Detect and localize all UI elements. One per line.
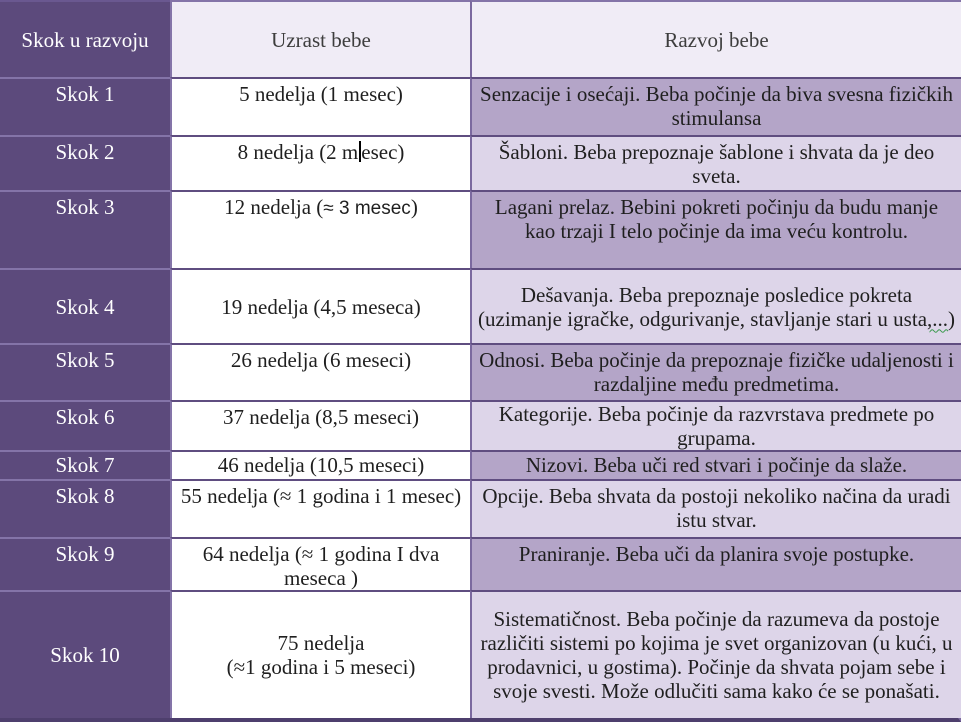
skok-4-age: 19 nedelja (4,5 meseca)	[221, 294, 421, 319]
skok-3-development-cell[interactable]: Lagani prelaz. Bebini pokreti počinju da…	[470, 190, 961, 268]
skok-4-label-cell[interactable]: Skok 4	[0, 268, 170, 343]
skok-1-development: Senzacije i osećaji. Beba počinje da biv…	[480, 82, 953, 130]
skok-3-development: Lagani prelaz. Bebini pokreti počinju da…	[494, 195, 939, 243]
skok-8-age-cell[interactable]: 55 nedelja (≈ 1 godina i 1 mesec)	[170, 479, 470, 537]
skok-2-label: Skok 2	[55, 140, 115, 164]
skok-10-development: Sistematičnost. Beba počinje da razumeva…	[480, 607, 953, 703]
skok-3-label-cell[interactable]: Skok 3	[0, 190, 170, 268]
skok-10-age: 75 nedelja (≈1 godina i 5 meseci)	[226, 631, 416, 679]
text-caret	[358, 141, 361, 162]
skok-3-age-sans-fragment: ≈ 3 mesec	[323, 198, 411, 219]
skok-5-label-cell[interactable]: Skok 5	[0, 343, 170, 400]
skok-2-development-cell[interactable]: Šabloni. Beba prepoznaje šablone i shvat…	[470, 135, 961, 190]
skok-6-age: 37 nedelja (8,5 meseci)	[223, 405, 419, 429]
skok-7-development: Nizovi. Beba uči red stvari i počinje da…	[525, 453, 908, 477]
skok-7-label: Skok 7	[55, 453, 115, 477]
header-cell-skok[interactable]: Skok u razvoju	[0, 0, 170, 77]
skok-7-age: 46 nedelja (10,5 meseci)	[217, 453, 425, 477]
skok-7-age-cell[interactable]: 46 nedelja (10,5 meseci)	[170, 450, 470, 479]
skok-10-age-cell[interactable]: 75 nedelja (≈1 godina i 5 meseci)	[170, 590, 470, 718]
skok-7-development-cell[interactable]: Nizovi. Beba uči red stvari i počinje da…	[470, 450, 961, 479]
skok-7-label-cell[interactable]: Skok 7	[0, 450, 170, 479]
skok-1-label: Skok 1	[55, 82, 115, 106]
skok-4-development: Dešavanja. Beba prepoznaje posledice pok…	[478, 282, 956, 331]
skok-1-development-cell[interactable]: Senzacije i osećaji. Beba počinje da biv…	[470, 77, 961, 135]
skok-9-age-cell[interactable]: 64 nedelja (≈ 1 godina I dva meseca )	[170, 537, 470, 590]
skok-2-age-cell[interactable]: 8 nedelja (2 m esec)	[170, 135, 470, 190]
skok-9-development-cell[interactable]: Praniranje. Beba uči da planira svoje po…	[470, 537, 961, 590]
skok-9-label: Skok 9	[55, 542, 115, 566]
skok-5-label: Skok 5	[55, 348, 115, 372]
skok-4-label: Skok 4	[55, 294, 115, 319]
skok-9-development: Praniranje. Beba uči da planira svoje po…	[518, 542, 915, 566]
skok-6-development-cell[interactable]: Kategorije. Beba počinje da razvrstava p…	[470, 400, 961, 450]
skok-3-age: 12 nedelja (≈ 3 mesec)	[224, 195, 418, 219]
header-cell-uzrast[interactable]: Uzrast bebe	[170, 0, 470, 77]
skok-2-development: Šabloni. Beba prepoznaje šablone i shvat…	[498, 140, 935, 188]
skok-4-development-cell[interactable]: Dešavanja. Beba prepoznaje posledice pok…	[470, 268, 961, 343]
skok-5-age-cell[interactable]: 26 nedelja (6 meseci)	[170, 343, 470, 400]
skok-9-label-cell[interactable]: Skok 9	[0, 537, 170, 590]
skok-6-label: Skok 6	[55, 405, 115, 429]
header-cell-razvoj[interactable]: Razvoj bebe	[470, 0, 961, 77]
skok-2-label-cell[interactable]: Skok 2	[0, 135, 170, 190]
skok-8-age: 55 nedelja (≈ 1 godina i 1 mesec)	[180, 484, 462, 508]
skok-2-age: 8 nedelja (2 m esec)	[237, 140, 405, 164]
skok-1-label-cell[interactable]: Skok 1	[0, 77, 170, 135]
skok-3-label: Skok 3	[55, 195, 115, 219]
skok-3-age-cell[interactable]: 12 nedelja (≈ 3 mesec)	[170, 190, 470, 268]
skok-4-age-cell[interactable]: 19 nedelja (4,5 meseca)	[170, 268, 470, 343]
skok-10-label: Skok 10	[50, 643, 120, 667]
header-skok-label: Skok u razvoju	[21, 27, 149, 52]
skok-8-development: Opcije. Beba shvata da postoji nekoliko …	[482, 484, 951, 532]
header-uzrast-label: Uzrast bebe	[271, 27, 371, 52]
skok-6-development: Kategorije. Beba počinje da razvrstava p…	[498, 402, 935, 450]
skok-6-age-cell[interactable]: 37 nedelja (8,5 meseci)	[170, 400, 470, 450]
spellcheck-squiggle: ,...	[927, 306, 949, 331]
skok-1-age: 5 nedelja (1 mesec)	[239, 82, 403, 106]
skok-8-development-cell[interactable]: Opcije. Beba shvata da postoji nekoliko …	[470, 479, 961, 537]
skok-5-development-cell[interactable]: Odnosi. Beba počinje da prepoznaje fizič…	[470, 343, 961, 400]
skok-5-age: 26 nedelja (6 meseci)	[230, 348, 412, 372]
skok-10-development-cell[interactable]: Sistematičnost. Beba počinje da razumeva…	[470, 590, 961, 718]
skok-1-age-cell[interactable]: 5 nedelja (1 mesec)	[170, 77, 470, 135]
skok-8-label: Skok 8	[55, 484, 115, 508]
header-razvoj-label: Razvoj bebe	[664, 27, 769, 52]
skok-10-label-cell[interactable]: Skok 10	[0, 590, 170, 718]
skok-5-development: Odnosi. Beba počinje da prepoznaje fizič…	[479, 348, 954, 396]
skok-6-label-cell[interactable]: Skok 6	[0, 400, 170, 450]
skok-9-age: 64 nedelja (≈ 1 godina I dva meseca )	[202, 542, 440, 590]
skok-8-label-cell[interactable]: Skok 8	[0, 479, 170, 537]
